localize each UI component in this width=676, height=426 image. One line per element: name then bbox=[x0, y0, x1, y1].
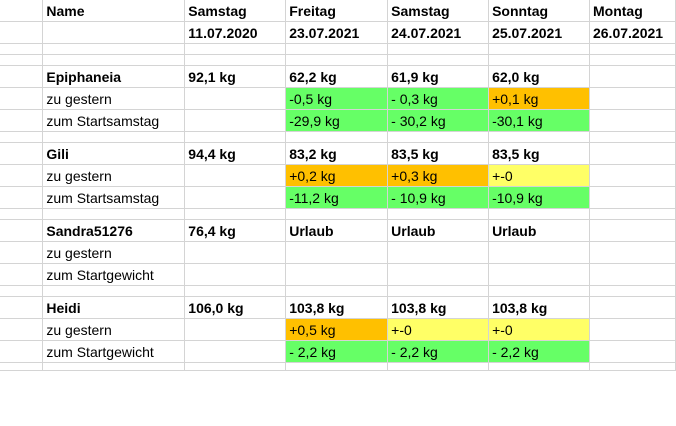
weight-cell[interactable] bbox=[589, 219, 676, 242]
weight-cell[interactable]: 103,8 kg bbox=[488, 296, 590, 319]
change-cell[interactable]: -30,1 kg bbox=[488, 109, 590, 132]
row-label[interactable]: zu gestern bbox=[42, 318, 186, 341]
cell[interactable] bbox=[0, 21, 44, 44]
day-header[interactable]: Freitag bbox=[285, 0, 389, 22]
change-cell[interactable]: +-0 bbox=[387, 318, 490, 341]
change-cell[interactable] bbox=[589, 241, 676, 264]
cell[interactable] bbox=[42, 21, 186, 44]
change-cell[interactable]: - 2,2 kg bbox=[387, 340, 490, 363]
header-row-dates: 11.07.2020 23.07.2021 24.07.2021 25.07.2… bbox=[0, 21, 676, 44]
change-since-yesterday-row: zu gestern +0,5 kg +-0 +-0 bbox=[0, 318, 676, 341]
change-cell[interactable]: +-0 bbox=[488, 164, 590, 187]
change-cell[interactable]: -11,2 kg bbox=[285, 186, 389, 209]
weight-cell[interactable] bbox=[589, 142, 676, 165]
change-cell[interactable]: -0,5 kg bbox=[285, 87, 389, 110]
person-weight-row: Gili 94,4 kg 83,2 kg 83,5 kg 83,5 kg bbox=[0, 142, 676, 165]
header-row-days: Name Samstag Freitag Samstag Sonntag Mon… bbox=[0, 0, 676, 22]
date-header[interactable]: 11.07.2020 bbox=[184, 21, 287, 44]
change-cell[interactable] bbox=[589, 87, 676, 110]
date-header[interactable]: 26.07.2021 bbox=[589, 21, 676, 44]
spacer-row bbox=[0, 285, 676, 297]
row-label[interactable]: zum Startsamstag bbox=[42, 186, 186, 209]
weight-cell[interactable]: 83,2 kg bbox=[285, 142, 389, 165]
day-header[interactable]: Samstag bbox=[387, 0, 490, 22]
person-name[interactable]: Heidi bbox=[42, 296, 186, 319]
date-header[interactable]: 24.07.2021 bbox=[387, 21, 490, 44]
change-cell[interactable] bbox=[387, 263, 490, 286]
change-cell[interactable]: - 30,2 kg bbox=[387, 109, 490, 132]
change-cell[interactable] bbox=[488, 241, 590, 264]
change-cell[interactable]: - 10,9 kg bbox=[387, 186, 490, 209]
spacer-row bbox=[0, 131, 676, 143]
change-cell[interactable]: -29,9 kg bbox=[285, 109, 389, 132]
name-column-header[interactable]: Name bbox=[42, 0, 186, 22]
date-header[interactable]: 25.07.2021 bbox=[488, 21, 590, 44]
row-label[interactable]: zu gestern bbox=[42, 241, 186, 264]
person-weight-row: Sandra51276 76,4 kg Urlaub Urlaub Urlaub bbox=[0, 219, 676, 242]
change-cell[interactable] bbox=[589, 186, 676, 209]
start-weight[interactable]: 92,1 kg bbox=[184, 65, 287, 88]
weight-cell[interactable]: Urlaub bbox=[387, 219, 490, 242]
change-cell[interactable]: - 2,2 kg bbox=[488, 340, 590, 363]
person-name[interactable]: Sandra51276 bbox=[42, 219, 186, 242]
change-cell[interactable] bbox=[285, 241, 389, 264]
change-since-start-row: zum Startgewicht - 2,2 kg - 2,2 kg - 2,2… bbox=[0, 340, 676, 363]
change-cell[interactable]: +0,1 kg bbox=[488, 87, 590, 110]
change-cell[interactable]: -10,9 kg bbox=[488, 186, 590, 209]
person-weight-row: Heidi 106,0 kg 103,8 kg 103,8 kg 103,8 k… bbox=[0, 296, 676, 319]
date-header[interactable]: 23.07.2021 bbox=[285, 21, 389, 44]
weight-cell[interactable]: Urlaub bbox=[285, 219, 389, 242]
row-label[interactable]: zum Startgewicht bbox=[42, 340, 186, 363]
change-cell[interactable] bbox=[488, 263, 590, 286]
weight-cell[interactable]: 103,8 kg bbox=[387, 296, 490, 319]
row-label[interactable]: zum Startgewicht bbox=[42, 263, 186, 286]
start-weight[interactable]: 76,4 kg bbox=[184, 219, 287, 242]
person-weight-row: Epiphaneia 92,1 kg 62,2 kg 61,9 kg 62,0 … bbox=[0, 65, 676, 88]
change-since-yesterday-row: zu gestern bbox=[0, 241, 676, 264]
weight-cell[interactable]: 83,5 kg bbox=[488, 142, 590, 165]
row-label[interactable]: zu gestern bbox=[42, 87, 186, 110]
spacer-row bbox=[0, 54, 676, 66]
weight-cell[interactable]: 61,9 kg bbox=[387, 65, 490, 88]
change-since-yesterday-row: zu gestern +0,2 kg +0,3 kg +-0 bbox=[0, 164, 676, 187]
weight-cell[interactable]: 83,5 kg bbox=[387, 142, 490, 165]
change-cell[interactable] bbox=[589, 164, 676, 187]
day-header[interactable]: Samstag bbox=[184, 0, 287, 22]
change-cell[interactable] bbox=[589, 109, 676, 132]
change-cell[interactable] bbox=[387, 241, 490, 264]
spacer-row bbox=[0, 43, 676, 55]
change-cell[interactable]: +-0 bbox=[488, 318, 590, 341]
change-cell[interactable] bbox=[285, 263, 389, 286]
change-since-start-row: zum Startsamstag -29,9 kg - 30,2 kg -30,… bbox=[0, 109, 676, 132]
weight-cell[interactable] bbox=[589, 296, 676, 319]
spacer-row bbox=[0, 208, 676, 220]
change-cell[interactable]: - 0,3 kg bbox=[387, 87, 490, 110]
row-label[interactable]: zum Startsamstag bbox=[42, 109, 186, 132]
weight-cell[interactable]: 62,2 kg bbox=[285, 65, 389, 88]
day-header[interactable]: Montag bbox=[589, 0, 676, 22]
change-cell[interactable]: +0,2 kg bbox=[285, 164, 389, 187]
change-cell[interactable] bbox=[589, 340, 676, 363]
change-cell[interactable]: +0,3 kg bbox=[387, 164, 490, 187]
day-header[interactable]: Sonntag bbox=[488, 0, 590, 22]
person-name[interactable]: Gili bbox=[42, 142, 186, 165]
change-since-start-row: zum Startsamstag -11,2 kg - 10,9 kg -10,… bbox=[0, 186, 676, 209]
change-cell[interactable] bbox=[589, 318, 676, 341]
change-cell[interactable]: - 2,2 kg bbox=[285, 340, 389, 363]
weight-cell[interactable]: 103,8 kg bbox=[285, 296, 389, 319]
row-label[interactable]: zu gestern bbox=[42, 164, 186, 187]
change-since-yesterday-row: zu gestern -0,5 kg - 0,3 kg +0,1 kg bbox=[0, 87, 676, 110]
change-cell[interactable] bbox=[589, 263, 676, 286]
change-since-start-row: zum Startgewicht bbox=[0, 263, 676, 286]
weight-cell[interactable]: Urlaub bbox=[488, 219, 590, 242]
start-weight[interactable]: 94,4 kg bbox=[184, 142, 287, 165]
start-weight[interactable]: 106,0 kg bbox=[184, 296, 287, 319]
change-cell[interactable]: +0,5 kg bbox=[285, 318, 389, 341]
cell[interactable] bbox=[0, 0, 44, 22]
person-name[interactable]: Epiphaneia bbox=[42, 65, 186, 88]
spacer-row bbox=[0, 362, 676, 371]
spreadsheet-grid[interactable]: Name Samstag Freitag Samstag Sonntag Mon… bbox=[0, 0, 676, 371]
weight-cell[interactable]: 62,0 kg bbox=[488, 65, 590, 88]
weight-cell[interactable] bbox=[589, 65, 676, 88]
